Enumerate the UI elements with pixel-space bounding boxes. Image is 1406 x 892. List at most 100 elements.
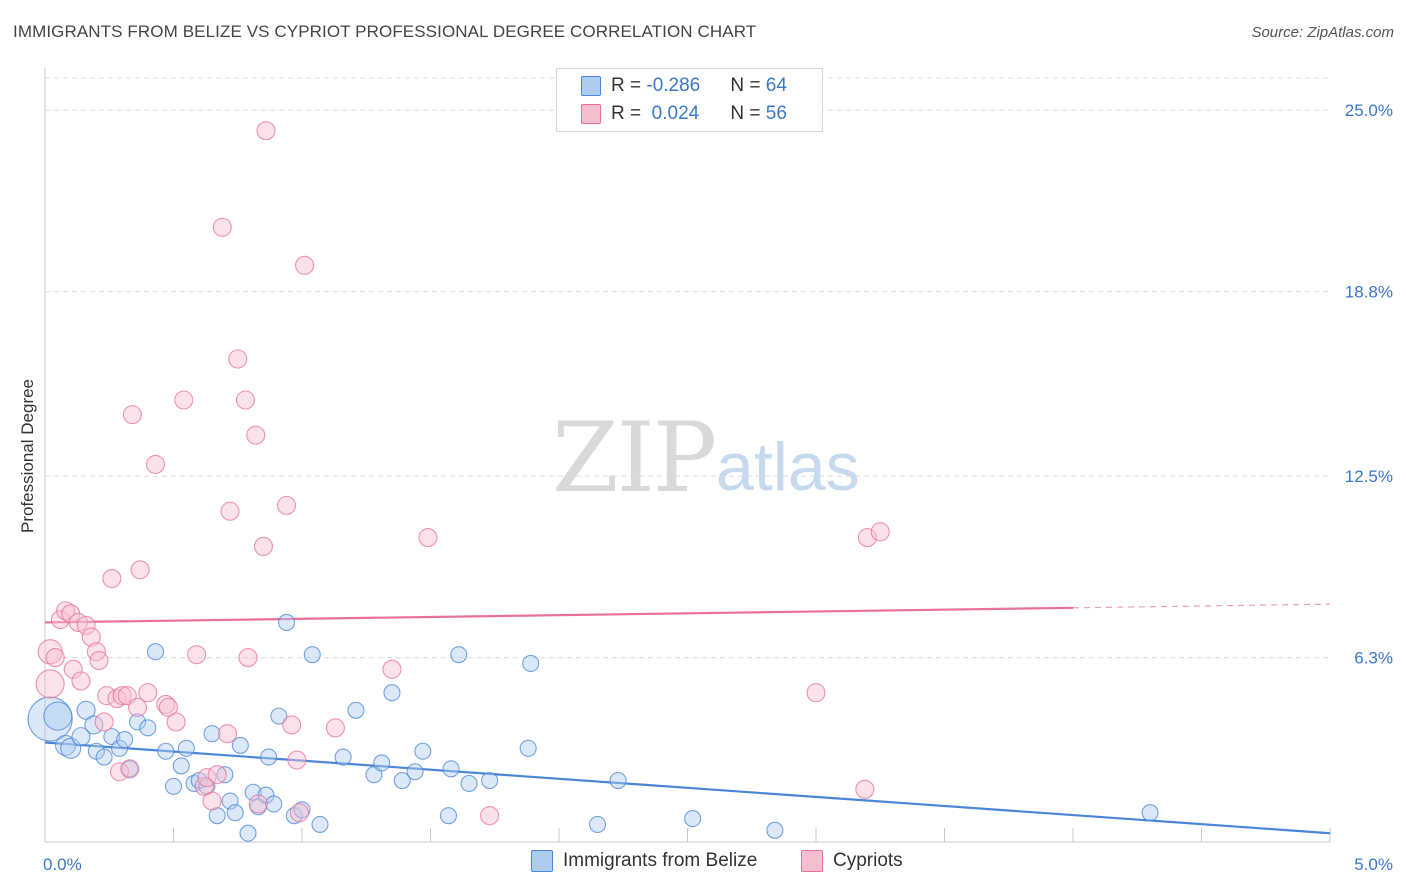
data-point-cypriots	[158, 697, 178, 717]
data-point-cypriots	[166, 712, 186, 732]
data-point-cypriots	[35, 669, 65, 699]
data-point-belize	[239, 824, 257, 842]
data-point-cypriots	[102, 569, 122, 589]
data-point-belize	[216, 766, 234, 784]
series-swatch-pink	[801, 850, 823, 872]
data-point-belize	[43, 701, 73, 731]
data-point-cypriots	[855, 779, 875, 799]
data-point-cypriots	[63, 659, 83, 679]
data-point-belize	[177, 739, 195, 757]
data-point-cypriots	[81, 627, 101, 647]
data-point-belize	[347, 701, 365, 719]
data-point-cypriots	[89, 650, 109, 671]
data-point-belize	[128, 713, 147, 731]
legend-n-value: 56	[765, 103, 787, 124]
data-point-belize	[231, 736, 249, 754]
data-point-belize	[311, 815, 329, 833]
data-point-belize	[365, 766, 383, 784]
legend-r-label: R =	[611, 103, 647, 124]
legend-row-cypriots: R = 0.024 N = 56	[581, 101, 787, 127]
data-point-cypriots	[138, 683, 158, 703]
legend-swatch-pink	[581, 104, 601, 124]
series-legend-label: Immigrants from Belize	[563, 850, 758, 871]
data-point-cypriots	[130, 560, 150, 580]
data-point-belize	[103, 728, 121, 746]
data-point-cypriots	[382, 659, 402, 679]
data-point-cypriots	[287, 750, 307, 770]
data-point-cypriots	[235, 390, 256, 410]
series-legend-cypriots[interactable]: Cypriots	[801, 850, 903, 872]
data-point-belize	[519, 739, 537, 757]
data-point-belize	[414, 742, 432, 760]
data-point-cypriots	[207, 765, 227, 785]
data-point-belize	[260, 748, 278, 766]
trend-line-cypriots	[44, 606, 1074, 624]
y-tick-label: 6.3%	[1354, 649, 1393, 668]
data-point-cypriots	[282, 715, 302, 735]
series-swatch-blue	[531, 850, 553, 872]
data-point-cypriots	[238, 648, 258, 668]
data-point-belize	[373, 754, 391, 772]
trend-layer	[44, 603, 1331, 835]
data-point-cypriots	[120, 759, 140, 779]
data-point-cypriots	[127, 697, 148, 717]
data-point-belize	[146, 643, 165, 661]
data-point-cypriots	[480, 806, 500, 826]
trend-line-belize	[44, 741, 1331, 835]
data-point-cypriots	[94, 712, 114, 732]
data-point-belize	[766, 821, 784, 839]
data-point-belize	[522, 654, 540, 672]
legend-swatch-blue	[581, 76, 601, 96]
chart-source: Source: ZipAtlas.com	[1251, 24, 1394, 41]
y-tick-label: 25.0%	[1345, 101, 1393, 120]
data-point-belize	[609, 771, 627, 790]
data-point-belize	[203, 725, 221, 743]
data-point-belize	[334, 748, 352, 766]
data-point-cypriots	[76, 615, 96, 635]
x-tick-label: 0.0%	[43, 855, 82, 874]
data-point-cypriots	[187, 645, 207, 665]
data-point-belize	[684, 810, 702, 828]
correlation-legend: R = -0.286 N = 64 R = 0.024 N = 56	[556, 68, 823, 132]
watermark-zip: ZIP	[552, 402, 717, 514]
data-point-belize	[439, 807, 458, 825]
data-point-belize	[303, 646, 321, 664]
data-point-belize	[139, 719, 157, 737]
data-point-belize	[157, 742, 175, 760]
data-point-cypriots	[174, 390, 194, 410]
series-legend-belize[interactable]: Immigrants from Belize	[531, 850, 757, 872]
data-point-belize	[406, 763, 424, 781]
data-point-cypriots	[277, 495, 297, 515]
legend-r-label: R =	[611, 75, 647, 96]
data-point-cypriots	[45, 648, 65, 668]
data-point-belize	[278, 613, 296, 632]
points-layer	[27, 121, 1159, 842]
data-point-belize	[76, 700, 96, 720]
watermark-atlas: atlas	[716, 429, 860, 505]
data-point-cypriots	[248, 794, 268, 814]
data-point-belize	[226, 804, 244, 822]
data-point-cypriots	[246, 425, 266, 445]
data-point-cypriots	[325, 718, 345, 738]
data-point-cypriots	[212, 217, 232, 237]
data-point-cypriots	[295, 255, 315, 275]
data-point-cypriots	[806, 683, 826, 703]
data-point-cypriots	[256, 121, 276, 141]
data-point-cypriots	[71, 671, 91, 691]
data-point-belize	[270, 707, 288, 725]
data-point-cypriots	[202, 791, 222, 811]
data-point-belize	[588, 815, 607, 833]
data-point-cypriots	[228, 349, 248, 369]
series-legend-label: Cypriots	[833, 850, 903, 871]
data-point-cypriots	[870, 522, 890, 542]
data-point-belize	[110, 739, 129, 757]
data-point-cypriots	[56, 601, 76, 621]
data-point-cypriots	[289, 803, 309, 823]
data-point-cypriots	[68, 612, 88, 633]
data-point-cypriots	[857, 528, 877, 548]
legend-n-label: N =	[730, 103, 766, 124]
data-point-cypriots	[253, 536, 274, 556]
data-point-belize	[393, 771, 411, 790]
trend-line-cypriots-extension	[1072, 603, 1331, 609]
